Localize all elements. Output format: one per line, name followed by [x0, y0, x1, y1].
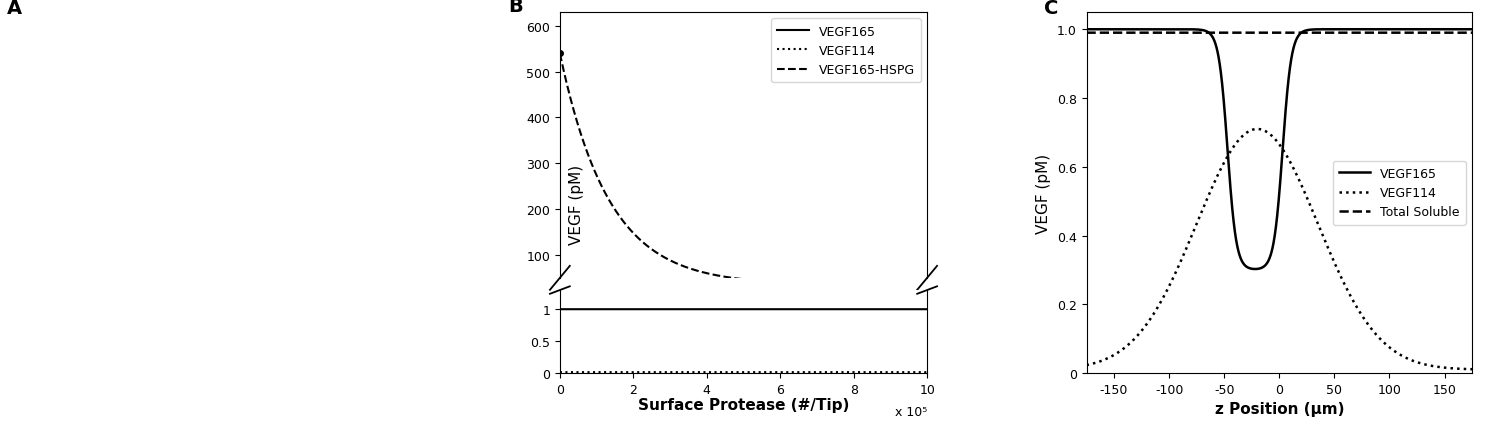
Text: B: B	[509, 0, 523, 16]
Y-axis label: VEGF (pM): VEGF (pM)	[1036, 153, 1051, 233]
Text: VEGF (pM): VEGF (pM)	[570, 164, 584, 244]
Text: C: C	[1044, 0, 1059, 17]
X-axis label: Surface Protease (#/Tip): Surface Protease (#/Tip)	[638, 397, 849, 412]
Text: x 10⁵: x 10⁵	[895, 405, 926, 418]
X-axis label: z Position (μm): z Position (μm)	[1215, 401, 1344, 416]
Legend: VEGF165, VEGF114, Total Soluble: VEGF165, VEGF114, Total Soluble	[1332, 161, 1466, 225]
Text: A: A	[7, 0, 22, 17]
Legend: VEGF165, VEGF114, VEGF165-HSPG: VEGF165, VEGF114, VEGF165-HSPG	[770, 19, 920, 83]
